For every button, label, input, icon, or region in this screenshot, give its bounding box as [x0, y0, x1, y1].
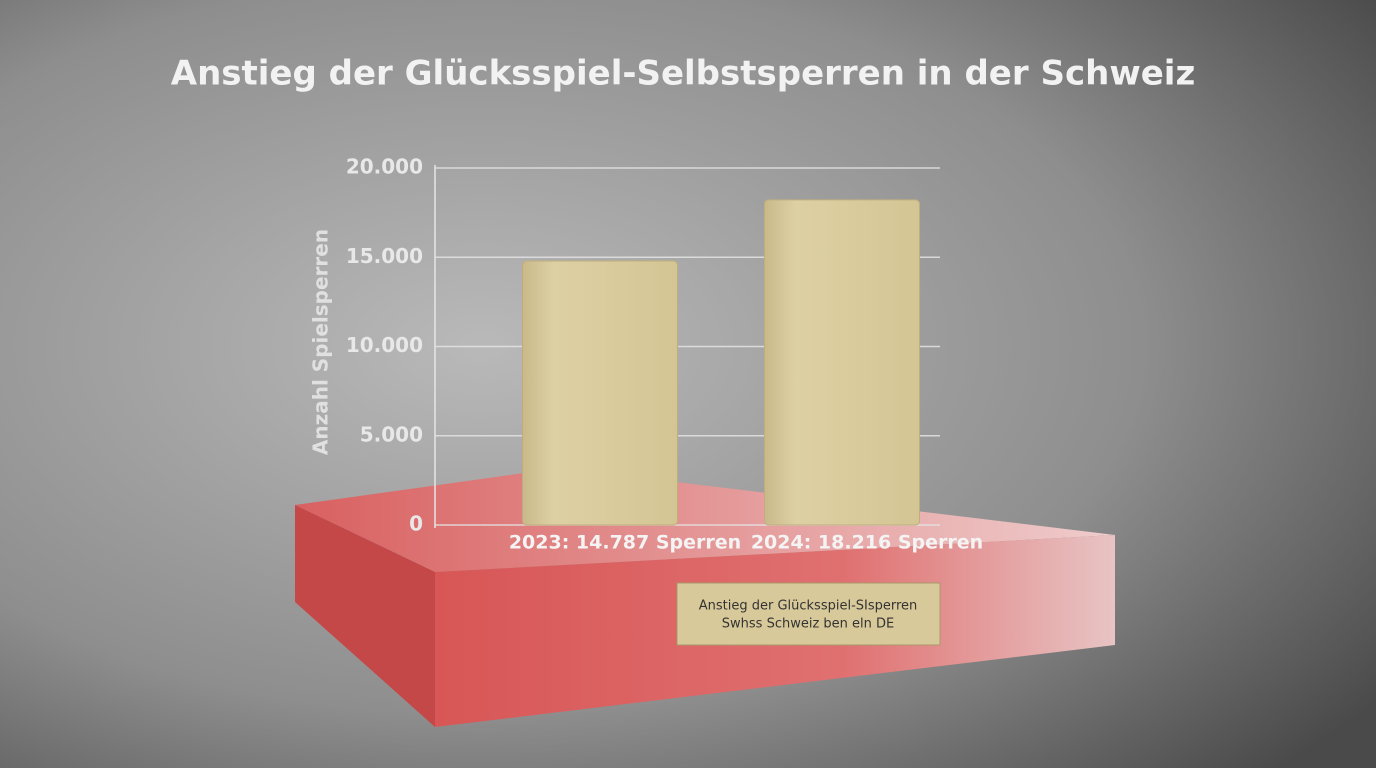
- y-tick-label: 0: [409, 512, 423, 536]
- plaque-line: Anstieg der Glücksspiel-SIsperren: [699, 599, 918, 614]
- y-tick-label: 10.000: [346, 333, 423, 357]
- y-tick-label: 15.000: [346, 244, 423, 268]
- y-tick-label: 20.000: [346, 155, 423, 179]
- base-top: [295, 468, 1115, 572]
- chart-title: Anstieg der Glücksspiel-Selbstsperren in…: [171, 54, 1195, 94]
- plaque: [676, 582, 941, 646]
- x-tick-label: 2024: 18.216 Sperren: [751, 532, 983, 554]
- y-axis-label: Anzahl Spielsperren: [309, 229, 333, 455]
- base-side: [295, 505, 435, 727]
- x-tick-label: 2023: 14.787 Sperren: [509, 532, 741, 554]
- plaque-line: Swhss Schweiz ben eln DE: [722, 617, 894, 632]
- bar: [522, 260, 678, 526]
- y-tick-label: 5.000: [360, 422, 423, 446]
- bar: [764, 199, 920, 526]
